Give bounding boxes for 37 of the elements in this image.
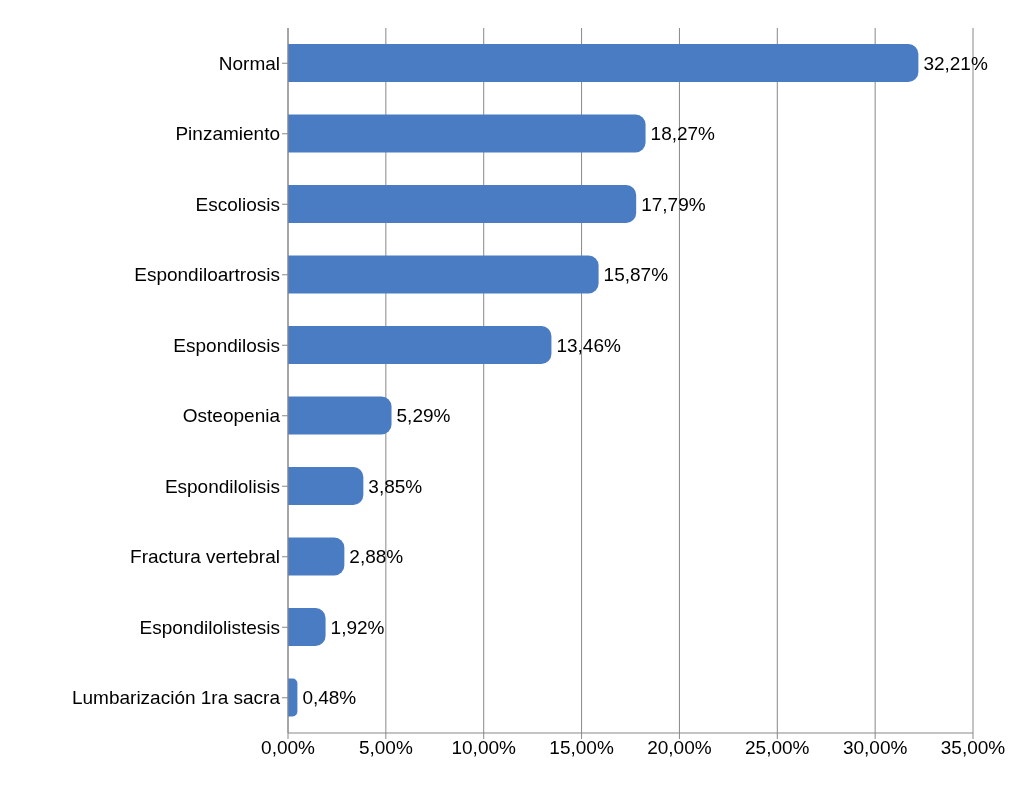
data-label: 3,85% <box>368 475 423 497</box>
data-label: 13,46% <box>556 334 621 356</box>
x-tick-label: 25,00% <box>745 737 810 759</box>
y-tick-label: Pinzamiento <box>175 123 280 145</box>
y-tick-label: Lumbarización 1ra sacra <box>71 687 281 709</box>
bar <box>288 537 345 576</box>
data-label: 1,92% <box>330 616 385 638</box>
y-tick-label: Espondilosis <box>173 334 280 356</box>
x-tick-label: 35,00% <box>940 737 1006 759</box>
data-label: 32,21% <box>923 52 988 74</box>
x-tick-label: 0,00% <box>261 737 316 759</box>
data-label: 5,29% <box>396 405 451 427</box>
data-label: 2,88% <box>349 546 404 568</box>
bar <box>288 114 646 153</box>
x-tick-label: 10,00% <box>451 737 517 759</box>
x-tick-label: 30,00% <box>842 737 908 759</box>
x-tick-label: 5,00% <box>358 737 413 759</box>
y-tick-label: Escoliosis <box>195 193 280 215</box>
bar <box>288 255 599 294</box>
bar <box>288 326 552 364</box>
x-tick-label: 15,00% <box>549 737 614 759</box>
y-tick-label: Osteopenia <box>182 405 281 427</box>
y-tick-label: Normal <box>218 52 280 74</box>
bar <box>288 44 919 82</box>
y-tick-label: Espondilolistesis <box>139 616 280 638</box>
y-tick-label: Espondiloartrosis <box>134 264 280 286</box>
data-label: 17,79% <box>641 193 706 215</box>
y-tick-label: Fractura vertebral <box>130 546 280 568</box>
data-label: 15,87% <box>603 264 669 286</box>
bar <box>288 185 637 223</box>
bar <box>288 467 364 505</box>
data-label: 0,48% <box>302 687 357 709</box>
bar <box>288 608 326 646</box>
bar <box>288 396 392 435</box>
y-tick-label: Espondilolisis <box>164 475 280 497</box>
data-label: 18,27% <box>650 123 716 145</box>
x-tick-label: 20,00% <box>647 737 712 759</box>
